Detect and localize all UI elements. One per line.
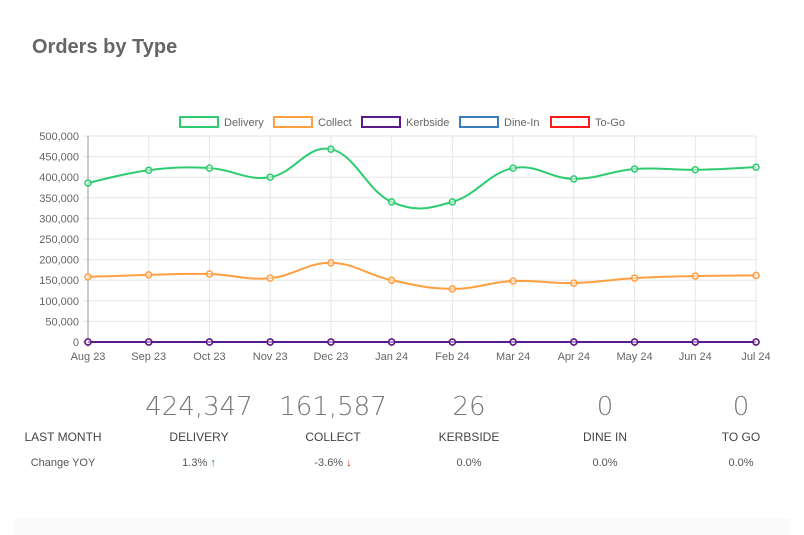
data-point (144, 338, 153, 346)
stat-value: 424,347 (145, 392, 253, 422)
legend-swatch (273, 116, 313, 128)
stat-label: DINE IN (582, 430, 628, 444)
legend-label: Collect (318, 117, 352, 129)
line-chart: 0 50,000 100,000 150,000 200,000 250,000 300,0… (39, 116, 771, 363)
x-tick-label: Jun 24 (679, 351, 712, 363)
y-tick-label: 250,000 (39, 234, 79, 246)
stat-label: TO GO (721, 430, 761, 444)
data-point (448, 285, 457, 293)
stat-change: -3.6% ↓ (314, 457, 352, 469)
data-point (570, 175, 578, 183)
x-tick-label: Feb 24 (435, 351, 469, 363)
data-point (630, 338, 639, 346)
data-point (327, 338, 335, 346)
arrow-up-icon: ↑ (210, 457, 216, 469)
y-tick-label: 50,000 (45, 316, 79, 328)
x-tick-label: Dec 23 (313, 351, 348, 363)
x-tick-label: Sep 23 (131, 351, 166, 363)
footer-strip (14, 518, 790, 535)
data-point (84, 179, 92, 187)
x-tick-label: Jan 24 (375, 351, 408, 363)
page-title: Orders by Type (32, 36, 178, 58)
last-month-label: LAST MONTH (24, 430, 102, 444)
legend-swatch (459, 116, 499, 128)
data-point (387, 276, 396, 284)
x-tick-label: May 24 (617, 351, 653, 363)
data-point (266, 173, 274, 181)
stat-label: COLLECT (305, 430, 361, 444)
legend-label: To-Go (595, 117, 625, 129)
legend-label: Delivery (224, 117, 264, 129)
data-point (691, 272, 700, 280)
data-point (144, 271, 153, 279)
data-point (327, 145, 335, 153)
data-point (266, 274, 274, 282)
data-point (509, 338, 517, 346)
legend-label: Kerbside (406, 117, 449, 129)
arrow-down-icon: ↓ (346, 457, 352, 469)
stat-value: 0 (732, 392, 750, 422)
change-yoy-label: Change YOY (30, 457, 96, 469)
data-point (387, 338, 396, 346)
legend-swatch (550, 116, 590, 128)
y-tick-label: 200,000 (39, 255, 79, 267)
data-point (570, 279, 578, 287)
x-tick-label: Oct 23 (193, 351, 225, 363)
data-point (144, 166, 153, 174)
x-tick-label: Nov 23 (253, 351, 288, 363)
stat-change: 0.0% (456, 457, 482, 469)
y-tick-label: 400,000 (39, 172, 79, 184)
data-point (752, 271, 760, 280)
y-tick-label: 150,000 (39, 275, 79, 287)
x-tick-label: Aug 23 (71, 351, 106, 363)
data-point (84, 273, 92, 281)
data-point (266, 338, 274, 346)
data-point (570, 338, 578, 346)
stat-change: 1.3% ↑ (182, 457, 216, 469)
data-point (691, 338, 700, 346)
series-line-delivery (87, 147, 757, 210)
stat-value: 26 (452, 392, 486, 422)
y-tick-label: 100,000 (39, 296, 79, 308)
y-tick-label: 300,000 (39, 213, 79, 225)
data-point (752, 338, 760, 346)
y-tick-label: 0 (73, 337, 79, 349)
data-point (205, 164, 214, 172)
x-tick-label: Apr 24 (558, 351, 590, 363)
x-tick-label: Mar 24 (496, 351, 530, 363)
data-point (205, 270, 214, 278)
legend-swatch (361, 116, 401, 128)
stat-change: 0.0% (592, 457, 618, 469)
y-tick-label: 350,000 (39, 193, 79, 205)
stat-value: 0 (596, 392, 614, 422)
x-tick-label: Jul 24 (741, 351, 770, 363)
data-point (630, 165, 639, 173)
data-point (387, 198, 396, 206)
data-point (327, 259, 335, 267)
stat-label: DELIVERY (169, 430, 229, 444)
data-point (84, 338, 92, 346)
stat-change: 0.0% (728, 457, 754, 469)
data-point (448, 338, 457, 346)
y-tick-label: 450,000 (39, 152, 79, 164)
data-point (509, 277, 517, 285)
stat-value: 161,587 (279, 392, 387, 422)
data-point (691, 166, 700, 174)
data-point (448, 198, 457, 206)
data-point (509, 164, 517, 172)
data-point (630, 274, 639, 282)
y-tick-label: 500,000 (39, 131, 79, 143)
data-point (752, 163, 760, 171)
legend-label: Dine-In (504, 117, 539, 129)
legend-swatch (179, 116, 219, 128)
data-point (205, 338, 214, 346)
series-line-collect (87, 261, 757, 290)
stat-label: KERBSIDE (438, 430, 500, 444)
